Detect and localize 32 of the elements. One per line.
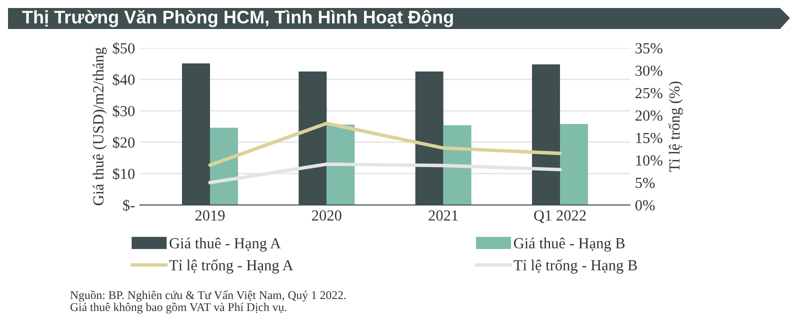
bar [326,124,355,205]
chart-title: Thị Trường Văn Phòng HCM, Tình Hình Hoạt Động [22,10,453,28]
y-tick-label: $10 [112,168,135,180]
y-tick-label: $40 [112,74,135,86]
bar [443,125,472,205]
x-tick-label: 2020 [312,210,342,221]
legend-label: Giá thuê - Hạng B [514,238,625,252]
y-tick-label: $50 [112,42,135,54]
y2-tick-label: 35% [636,43,662,54]
y2-axis-title: Tỉ lệ trống (%) [668,82,683,172]
y-tick-label: $20 [112,136,135,149]
bar [560,124,588,205]
text: Giá thuê không bao gồm VAT và Phí Dịch vụ. [70,302,286,314]
y2-tick-label: 30% [636,66,662,76]
x-tick-label: 2019 [195,210,225,221]
legend-label: Tỉ lệ trống - Hạng A [169,259,294,274]
y2-tick-label: 0% [635,200,655,210]
y-axis-title: Giá thuê (USD)/m2/tháng [92,47,107,206]
x-tick-label: 2021 [428,210,458,221]
legend-label: Tỉ lệ trống - Hạng B [514,259,637,274]
bar [210,128,238,205]
y-tick-label: $30 [112,105,135,118]
y2-tick-label: 10% [636,155,662,166]
y2-tick-label: 5% [636,178,655,188]
text: Nguồn: BP. Nghiên cứu & Tư Vấn Việt Nam, Quý 1 2022. [70,290,346,302]
legend-label: Giá thuê - Hạng A [170,238,281,252]
line-series [208,122,562,167]
y2-tick-label: 25% [636,88,662,98]
y-tick-label: $- [123,199,135,212]
y2-tick-label: 20% [636,110,662,121]
y2-tick-label: 15% [636,132,662,144]
x-tick-label: Q1 2022 [534,210,586,223]
